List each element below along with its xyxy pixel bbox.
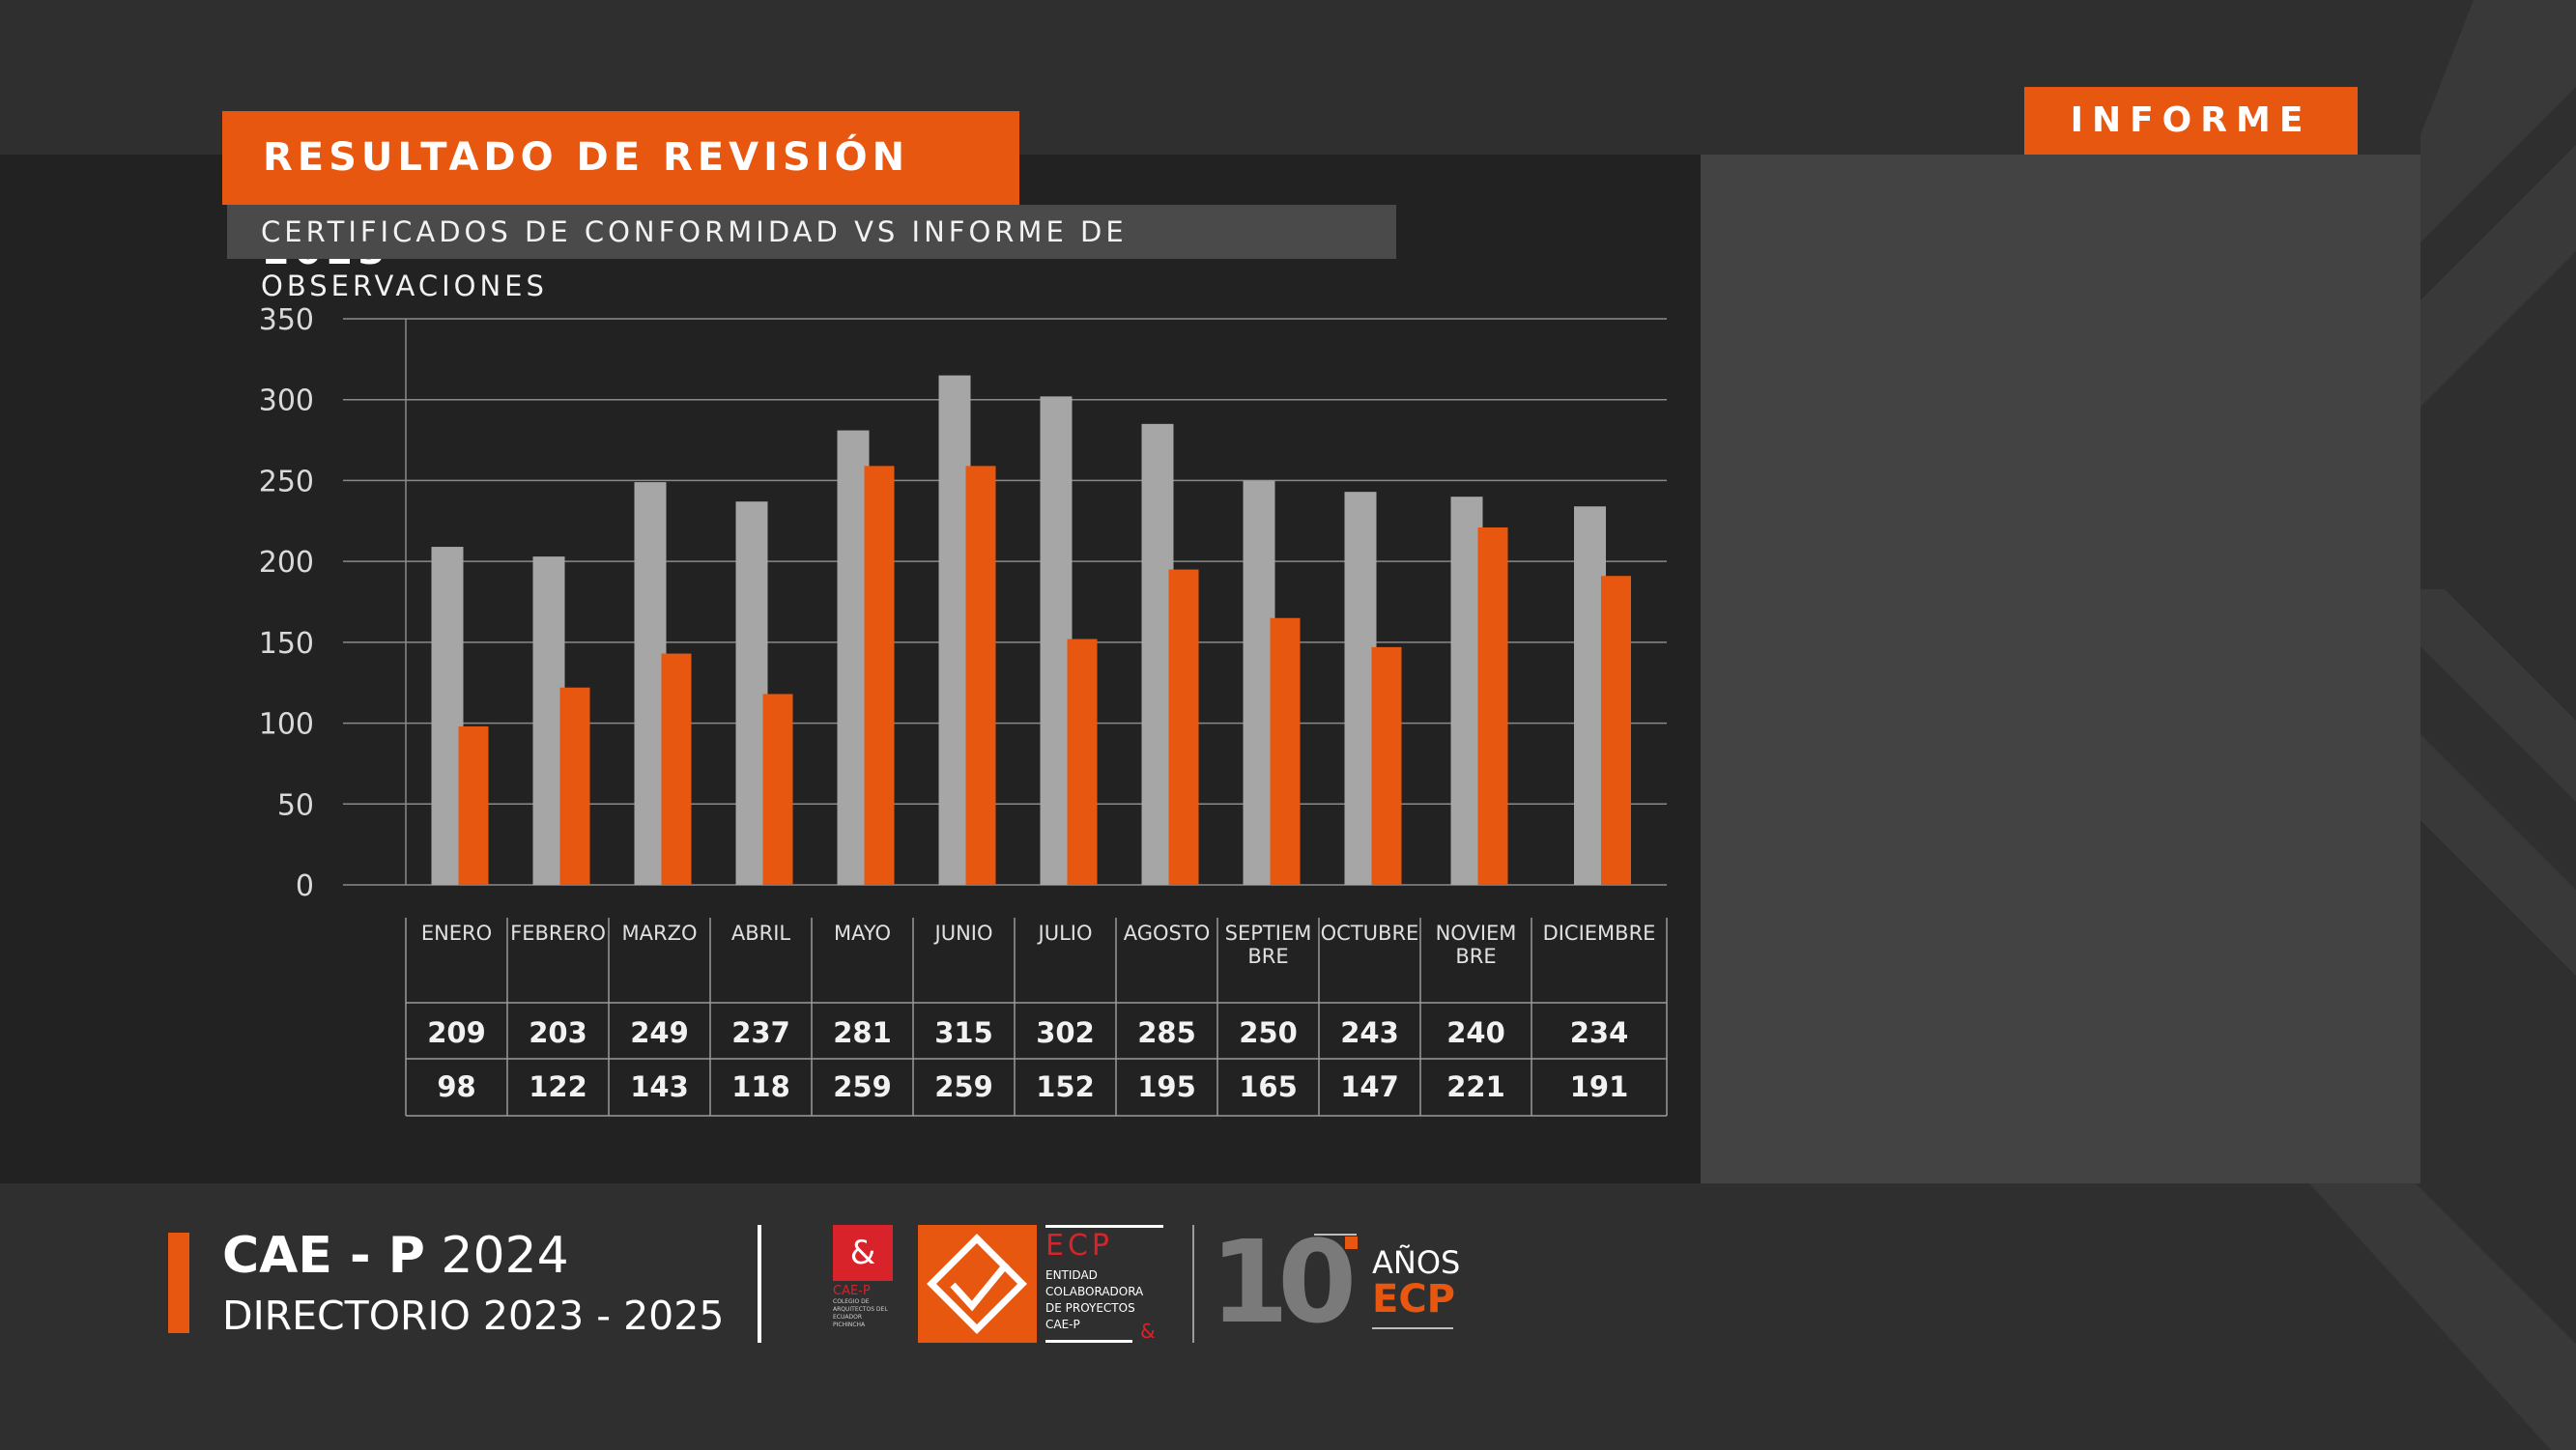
ecp-title: ECP bbox=[1045, 1229, 1113, 1263]
x-category-label: JULIO bbox=[1037, 922, 1093, 945]
footer-directory: DIRECTORIO 2023 - 2025 bbox=[222, 1293, 725, 1339]
table-value-gray: 240 bbox=[1446, 1016, 1505, 1049]
x-category-label: AGOSTO bbox=[1124, 922, 1211, 945]
table-value-orange: 259 bbox=[833, 1070, 892, 1103]
ecp-description: ENTIDAD COLABORADORA DE PROYECTOS CAE-P bbox=[1045, 1268, 1144, 1331]
bar-gray bbox=[1450, 497, 1483, 885]
table-value-orange: 221 bbox=[1446, 1070, 1505, 1103]
cae-p-logo: & CAE-P COLEGIO DE ARQUITECTOS DEL ECUAD… bbox=[833, 1225, 893, 1343]
x-category-label: ABRIL bbox=[731, 922, 791, 945]
bar-gray bbox=[634, 482, 667, 885]
bar-orange bbox=[559, 687, 590, 885]
bar-orange bbox=[1477, 526, 1508, 885]
footer-divider-thin bbox=[1192, 1225, 1194, 1343]
cae-p-logo-label: CAE-P bbox=[833, 1284, 871, 1298]
x-category-label: OCTUBRE bbox=[1321, 922, 1419, 945]
ten-years-accent bbox=[1345, 1237, 1358, 1249]
footer-accent-bar bbox=[168, 1233, 189, 1333]
x-category-label: NOVIEM bbox=[1436, 922, 1517, 945]
x-category-label: BRE bbox=[1247, 945, 1288, 968]
bar-gray bbox=[1040, 396, 1073, 885]
bar-orange bbox=[1371, 646, 1402, 885]
side-panel bbox=[1701, 155, 2420, 1183]
ten-years-line bbox=[1372, 1327, 1453, 1329]
x-category-label: DICIEMBRE bbox=[1543, 922, 1656, 945]
ten-years-word: AÑOS bbox=[1372, 1244, 1461, 1281]
x-category-label: ENERO bbox=[421, 922, 492, 945]
table-value-orange: 195 bbox=[1137, 1070, 1196, 1103]
bar-gray bbox=[837, 430, 870, 885]
y-tick-label: 250 bbox=[259, 465, 314, 498]
ecp-logo-icon bbox=[918, 1225, 1037, 1343]
ten-years-brand: ECP bbox=[1372, 1277, 1455, 1322]
bar-gray bbox=[1344, 492, 1377, 885]
bar-orange bbox=[1067, 639, 1098, 885]
y-tick-label: 300 bbox=[259, 384, 314, 418]
table-value-gray: 249 bbox=[630, 1016, 689, 1049]
table-value-orange: 147 bbox=[1340, 1070, 1399, 1103]
x-category-label: BRE bbox=[1455, 945, 1496, 968]
ecp-bottom-line bbox=[1045, 1340, 1132, 1343]
ten-years-digits: 10 bbox=[1210, 1215, 1357, 1349]
cae-p-logo-small: COLEGIO DE ARQUITECTOS DEL ECUADOR PICHI… bbox=[833, 1298, 888, 1328]
chart-subtitle: CERTIFICADOS DE CONFORMIDAD VS INFORME D… bbox=[227, 205, 1396, 302]
y-tick-label: 100 bbox=[259, 708, 314, 742]
table-value-gray: 250 bbox=[1239, 1016, 1298, 1049]
footer-divider bbox=[758, 1225, 761, 1343]
bar-orange bbox=[458, 725, 489, 885]
table-value-orange: 122 bbox=[529, 1070, 587, 1103]
bar-gray bbox=[1574, 506, 1606, 885]
footer-brand-name: CAE - P bbox=[222, 1227, 425, 1285]
x-category-label: FEBRERO bbox=[510, 922, 606, 945]
bar-gray bbox=[735, 501, 768, 885]
x-category-label: MARZO bbox=[622, 922, 698, 945]
bar-gray bbox=[938, 375, 971, 886]
table-value-orange: 152 bbox=[1036, 1070, 1095, 1103]
table-value-orange: 259 bbox=[934, 1070, 993, 1103]
table-value-orange: 165 bbox=[1239, 1070, 1298, 1103]
y-tick-label: 350 bbox=[259, 303, 314, 337]
table-value-orange: 118 bbox=[731, 1070, 790, 1103]
table-value-orange: 143 bbox=[630, 1070, 689, 1103]
bar-gray bbox=[532, 556, 565, 885]
bar-orange bbox=[762, 694, 793, 885]
table-value-orange: 191 bbox=[1570, 1070, 1629, 1103]
bar-orange bbox=[1270, 617, 1301, 885]
table-value-gray: 237 bbox=[731, 1016, 790, 1049]
x-category-label: JUNIO bbox=[933, 922, 993, 945]
table-value-gray: 234 bbox=[1570, 1016, 1629, 1049]
y-tick-label: 50 bbox=[277, 788, 314, 822]
y-tick-label: 0 bbox=[296, 869, 314, 903]
table-value-gray: 315 bbox=[934, 1016, 993, 1049]
bar-orange bbox=[1601, 576, 1631, 885]
ecp-check-icon bbox=[927, 1234, 1027, 1334]
table-value-gray: 285 bbox=[1137, 1016, 1196, 1049]
bar-orange bbox=[1168, 569, 1199, 885]
bar-gray bbox=[1243, 480, 1275, 885]
bar-gray bbox=[1141, 423, 1174, 885]
footer-brand: CAE - P 2024 bbox=[222, 1219, 569, 1293]
x-category-label: MAYO bbox=[834, 922, 891, 945]
bar-orange bbox=[864, 466, 895, 885]
ecp-top-line bbox=[1045, 1225, 1163, 1228]
cae-p-emblem-icon: & bbox=[833, 1225, 893, 1281]
table-value-gray: 243 bbox=[1340, 1016, 1399, 1049]
ten-years-line-top bbox=[1314, 1234, 1357, 1236]
table-value-gray: 209 bbox=[427, 1016, 486, 1049]
footer-brand-year: 2024 bbox=[441, 1227, 569, 1285]
informe-tab[interactable]: INFORME bbox=[2024, 87, 2358, 155]
ecp-mini-icon: & bbox=[1140, 1320, 1156, 1343]
y-tick-label: 150 bbox=[259, 627, 314, 661]
x-category-label: SEPTIEM bbox=[1225, 922, 1312, 945]
table-value-gray: 302 bbox=[1036, 1016, 1095, 1049]
bar-gray bbox=[431, 547, 464, 885]
table-value-orange: 98 bbox=[437, 1070, 475, 1103]
bar-orange bbox=[661, 653, 692, 885]
ten-years-number: 10 bbox=[1210, 1219, 1357, 1345]
table-value-gray: 281 bbox=[833, 1016, 892, 1049]
y-tick-label: 200 bbox=[259, 546, 314, 580]
bar-orange bbox=[965, 466, 996, 885]
table-value-gray: 203 bbox=[529, 1016, 587, 1049]
